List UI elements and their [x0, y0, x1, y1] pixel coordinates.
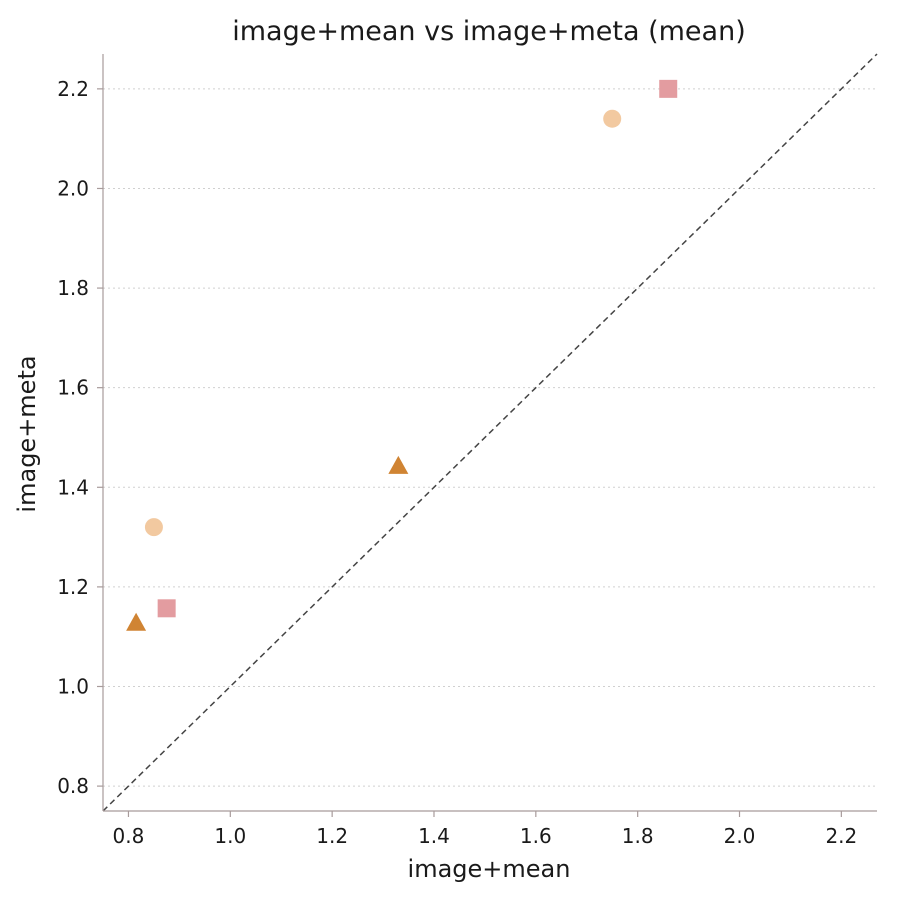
- grid-layer: [103, 88, 877, 787]
- x-tick-label: 1.4: [418, 824, 450, 848]
- x-tick-label: 1.6: [520, 824, 552, 848]
- x-tick-label: 0.8: [113, 824, 145, 848]
- x-tick-label: 2.2: [825, 824, 857, 848]
- x-tick-label: 1.2: [316, 824, 348, 848]
- y-axis-label: image+meta: [13, 355, 41, 512]
- y-tick-label: 1.2: [57, 575, 89, 599]
- x-axis-label: image+mean: [408, 855, 571, 883]
- y-tick-label: 1.4: [57, 475, 89, 499]
- y-tick-label: 2.2: [57, 77, 89, 101]
- y-tick-label: 1.8: [57, 276, 89, 300]
- y-tick-label: 0.8: [57, 774, 89, 798]
- x-tick-label: 1.8: [622, 824, 654, 848]
- triangle-data-point: [388, 455, 409, 474]
- x-tick-label: 2.0: [724, 824, 756, 848]
- y-tick-label: 2.0: [57, 176, 89, 200]
- circle-data-point: [144, 518, 163, 537]
- identity-reference-line: [102, 53, 878, 812]
- points-layer: [126, 79, 678, 631]
- square-data-point: [157, 599, 176, 618]
- x-tick-label: 1.0: [214, 824, 246, 848]
- circle-data-point: [603, 109, 622, 128]
- chart-title: image+mean vs image+meta (mean): [232, 16, 746, 47]
- y-tick-label: 1.6: [57, 376, 89, 400]
- triangle-data-point: [126, 612, 147, 631]
- y-tick-label: 1.0: [57, 674, 89, 698]
- square-data-point: [659, 79, 678, 98]
- ticks-layer: 0.8 1.0 1.2 1.4 1.6 1.8 2.0 2.2 0.8 1.0 1.2 1.4 1.6 1…: [57, 77, 857, 848]
